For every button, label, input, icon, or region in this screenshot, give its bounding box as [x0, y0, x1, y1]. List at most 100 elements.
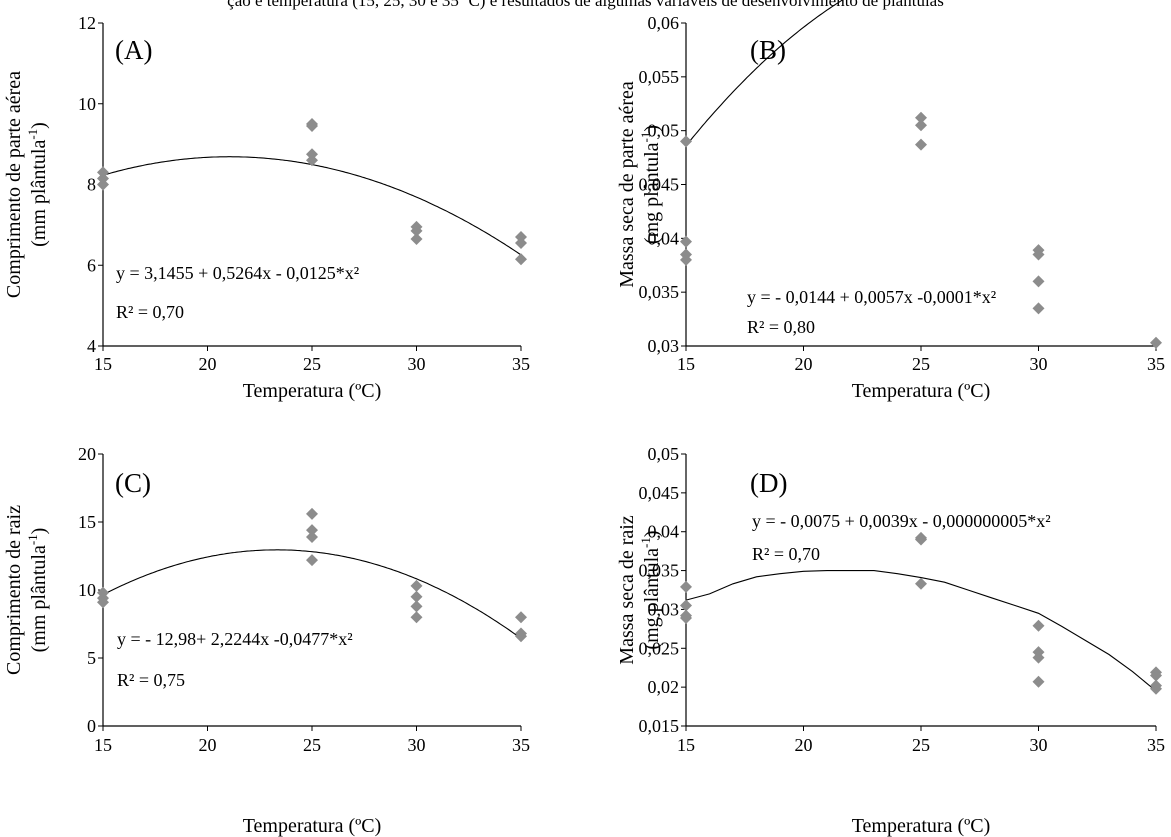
- regression-equation: y = 3,1455 + 0,5264x - 0,0125*x²: [116, 263, 359, 283]
- y-axis-label-superscript: -1: [25, 534, 40, 545]
- y-tick-label: 0: [87, 716, 96, 736]
- regression-equation: y = - 12,98+ 2,2244x -0,0477*x²: [117, 629, 353, 649]
- y-axis-label-line1: Comprimento de raiz: [3, 505, 25, 675]
- regression-equation: y = - 0,0144 + 0,0057x -0,0001*x²: [747, 287, 996, 307]
- y-tick-label: 8: [87, 175, 96, 195]
- data-point: [680, 580, 692, 593]
- data-point: [410, 590, 423, 603]
- y-tick-label: 0,045: [639, 175, 680, 195]
- chart-panel-2: 0,03 0,035 0,04 0,045 0,05 0,055 0,06 15 20 25 30 3…: [616, 0, 1165, 402]
- y-axis-label-line1: Massa seca de raiz: [616, 515, 638, 664]
- x-axis-label: Temperatura (ºC): [852, 815, 991, 837]
- data-point: [306, 524, 318, 537]
- y-axis-label-unit: (mm plântula: [28, 545, 50, 652]
- panel-label: (C): [115, 468, 151, 498]
- data-point: [680, 253, 692, 266]
- data-point: [680, 611, 692, 624]
- x-tick-label: 20: [795, 354, 813, 374]
- y-tick-label: 0,035: [639, 561, 680, 581]
- y-axis-label-close: ): [28, 122, 50, 129]
- data-point: [515, 253, 527, 266]
- panel-label: (B): [750, 35, 786, 65]
- data-point: [515, 230, 527, 243]
- r-squared-label: R² = 0,75: [117, 670, 185, 690]
- data-point: [410, 233, 423, 246]
- y-tick-label: 20: [78, 444, 96, 464]
- fit-curve: [685, 570, 1157, 692]
- figure-caption-fragment: ção e temperatura (15, 25, 30 e 35 ºC) e…: [227, 0, 944, 10]
- fit-curve: [102, 549, 522, 639]
- data-point: [515, 237, 527, 250]
- data-point: [306, 530, 318, 543]
- x-tick-label: 30: [1030, 735, 1048, 755]
- y-axis-label-superscript: -1: [638, 132, 653, 143]
- data-point: [1032, 302, 1045, 315]
- x-tick-label: 20: [199, 735, 217, 755]
- r-squared-label: R² = 0,70: [116, 302, 184, 322]
- data-point: [306, 554, 318, 567]
- x-tick-label: 25: [912, 354, 930, 374]
- y-tick-label: 0,025: [639, 638, 680, 658]
- data-point: [915, 577, 927, 590]
- y-tick-label: 0,03: [648, 336, 680, 356]
- panel-label: (A): [115, 35, 152, 65]
- data-point: [306, 119, 318, 132]
- y-axis-label-line2: (mg plântula-1): [638, 125, 663, 244]
- x-tick-label: 35: [1147, 354, 1165, 374]
- x-tick-label: 30: [408, 735, 426, 755]
- data-point: [915, 119, 927, 132]
- y-tick-label: 0,04: [648, 228, 680, 248]
- r-squared-label: R² = 0,80: [747, 317, 815, 337]
- data-point: [680, 599, 692, 612]
- data-point: [1032, 619, 1045, 632]
- y-axis-label-unit: (mm plântula: [28, 140, 50, 247]
- data-point: [515, 630, 527, 643]
- x-axis-label: Temperatura (ºC): [243, 380, 382, 402]
- y-tick-label: 0,05: [648, 121, 680, 141]
- x-tick-label: 30: [408, 354, 426, 374]
- y-tick-label: 0,03: [648, 599, 680, 619]
- data-point: [1032, 651, 1045, 664]
- y-axis-label-close: ): [641, 530, 663, 537]
- data-point: [306, 507, 318, 520]
- y-axis-label-superscript: -1: [25, 129, 40, 140]
- y-axis-label-line1: Massa seca de parte aérea: [616, 81, 638, 288]
- data-point: [410, 579, 423, 592]
- data-point: [1150, 682, 1162, 695]
- x-tick-label: 15: [94, 735, 112, 755]
- data-point: [680, 235, 692, 248]
- x-tick-label: 35: [512, 735, 530, 755]
- data-point: [915, 533, 927, 546]
- data-point: [97, 178, 109, 191]
- x-tick-label: 20: [795, 735, 813, 755]
- data-point: [515, 611, 527, 624]
- x-tick-label: 35: [1147, 735, 1165, 755]
- x-tick-label: 15: [94, 354, 112, 374]
- data-point: [97, 172, 109, 185]
- y-axis-label-close: ): [641, 125, 663, 132]
- y-axis-label-line2: (mm plântula-1): [25, 528, 50, 653]
- y-tick-label: 0,05: [648, 444, 680, 464]
- x-axis-label: Temperatura (ºC): [243, 815, 382, 837]
- y-tick-label: 6: [87, 255, 96, 275]
- y-tick-label: 0,035: [639, 282, 680, 302]
- x-tick-label: 25: [912, 735, 930, 755]
- r-squared-label: R² = 0,70: [752, 544, 820, 564]
- y-axis-label-superscript: -1: [638, 537, 653, 548]
- y-tick-label: 0,045: [639, 483, 680, 503]
- y-axis-label-line1: Comprimento de parte aérea: [3, 71, 25, 298]
- y-tick-label: 10: [78, 580, 96, 600]
- data-point: [410, 224, 423, 237]
- y-tick-label: 0,055: [639, 67, 680, 87]
- data-point: [306, 148, 318, 161]
- data-point: [410, 611, 423, 624]
- x-axis-label: Temperatura (ºC): [852, 380, 991, 402]
- data-point: [97, 166, 109, 179]
- chart-panel-3: 0 5 10 15 20 15 20 25 30 35 Temperatura (ºC) Compri…: [3, 444, 530, 837]
- y-tick-label: 15: [78, 512, 96, 532]
- x-tick-label: 25: [303, 354, 321, 374]
- x-tick-label: 35: [512, 354, 530, 374]
- x-tick-label: 15: [677, 354, 695, 374]
- x-tick-label: 15: [677, 735, 695, 755]
- y-tick-label: 12: [78, 13, 96, 33]
